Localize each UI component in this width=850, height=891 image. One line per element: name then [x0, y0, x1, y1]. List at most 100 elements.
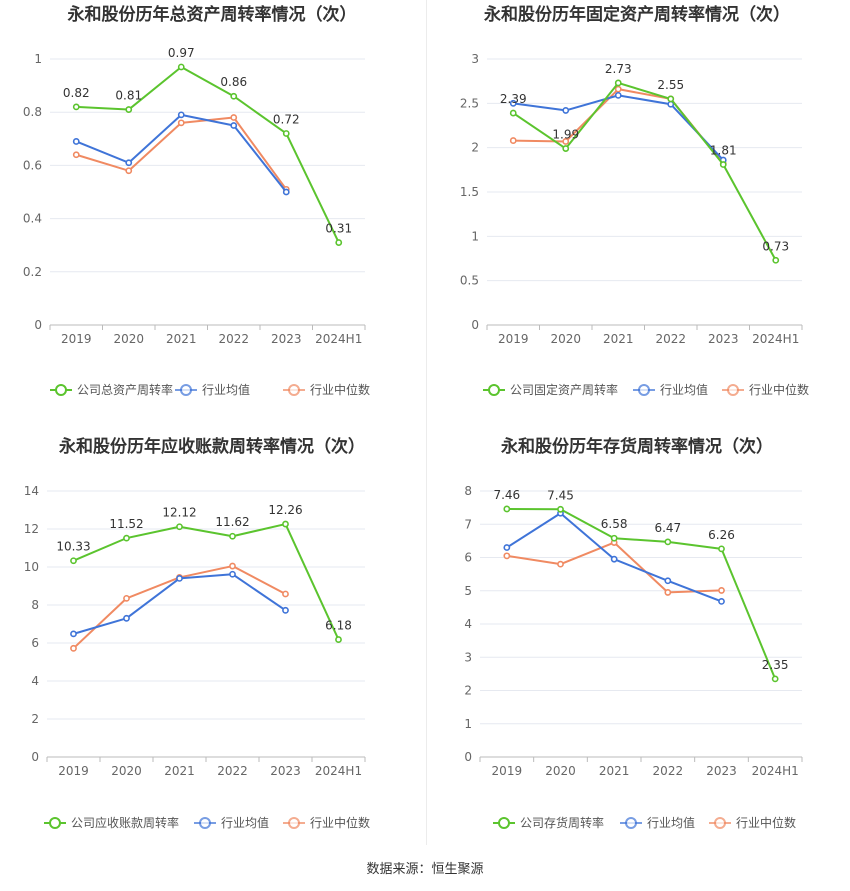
data-point — [70, 557, 77, 565]
x-tick-label: 2019 — [492, 764, 523, 778]
data-label: 2.73 — [605, 62, 632, 76]
data-point — [123, 594, 130, 602]
data-point — [72, 103, 80, 111]
x-tick-label: 2024H1 — [315, 764, 362, 778]
chart-title: 永和股份历年固定资产周转率情况（次） — [483, 4, 790, 25]
data-label: 0.82 — [63, 86, 90, 100]
legend-label: 行业均值 — [221, 815, 269, 830]
data-label: 0.73 — [762, 239, 789, 253]
legend-swatch-marker — [714, 817, 726, 829]
data-point — [667, 95, 675, 103]
x-tick-label: 2022 — [218, 332, 249, 346]
series-line-0 — [73, 523, 340, 640]
x-tick-label: 2024H1 — [752, 332, 799, 346]
y-tick-label: 4 — [31, 674, 39, 688]
y-tick-label: 0 — [464, 750, 472, 764]
legend-swatch-marker — [488, 384, 500, 396]
chart-svg: 永和股份历年存货周转率情况（次） 0 1 2 3 4 5 6 7 8 2019 2020 2021 202… — [464, 436, 803, 830]
y-tick-label: 7 — [464, 517, 472, 531]
data-point — [72, 138, 80, 145]
data-point — [177, 111, 185, 119]
legend-swatch-marker — [625, 817, 637, 829]
legend-label: 公司固定资产周转率 — [510, 382, 618, 397]
legend-swatch-marker — [49, 817, 61, 829]
data-point — [229, 570, 236, 578]
data-label: 6.26 — [708, 528, 735, 542]
data-label: 0.97 — [168, 46, 195, 60]
legend-label: 行业均值 — [647, 815, 695, 830]
data-point — [562, 107, 570, 114]
data-label: 12.12 — [162, 506, 196, 520]
data-point — [123, 534, 130, 542]
chart-receivables-turnover: 永和股份历年应收账款周转率情况（次） 0 2 4 6 8 10 12 14 2019 2020 202… — [0, 430, 425, 860]
y-tick-label: 14 — [24, 484, 39, 498]
chart-svg: 永和股份历年固定资产周转率情况（次） 0 0.5 1 1.5 2 2.5 3 2019 2020 2… — [460, 4, 809, 397]
x-tick-label: 2021 — [599, 764, 630, 778]
data-label: 1.81 — [710, 144, 737, 158]
chart-group: 永和股份历年存货周转率情况（次） 0 1 2 3 4 5 6 7 8 2019 2020 2021 202… — [464, 436, 803, 830]
y-tick-label: 0 — [31, 750, 39, 764]
data-label: 0.86 — [220, 75, 247, 89]
y-tick-label: 0.2 — [23, 265, 42, 279]
y-tick-label: 0.6 — [23, 158, 42, 172]
data-point — [335, 636, 342, 643]
x-tick-label: 2020 — [545, 764, 576, 778]
data-point — [718, 545, 725, 553]
legend-label: 公司应收账款周转率 — [71, 815, 179, 830]
data-point — [70, 644, 77, 652]
data-label: 2.55 — [657, 78, 684, 92]
data-point — [229, 562, 236, 570]
data-point — [610, 555, 618, 563]
x-tick-label: 2021 — [164, 764, 195, 778]
data-point — [562, 145, 570, 152]
legend-swatch-marker — [288, 817, 300, 829]
legend-swatch-marker — [199, 817, 211, 829]
y-tick-label: 0.8 — [23, 105, 42, 119]
y-tick-label: 0.5 — [460, 274, 479, 288]
legend-swatch-marker — [55, 384, 67, 396]
data-point — [229, 532, 236, 540]
data-point — [719, 161, 727, 168]
data-point — [282, 520, 289, 528]
data-point — [503, 505, 511, 513]
x-tick-label: 2020 — [550, 332, 581, 346]
chart-group: 永和股份历年应收账款周转率情况（次） 0 2 4 6 8 10 12 14 2019 2020 202… — [24, 436, 370, 830]
data-point — [509, 137, 517, 144]
data-label: 12.26 — [268, 503, 302, 517]
data-point — [718, 597, 725, 605]
series-line-1 — [513, 94, 724, 161]
data-point — [664, 538, 672, 546]
data-point — [72, 151, 80, 159]
data-label: 2.39 — [500, 92, 527, 106]
y-tick-label: 0 — [471, 318, 479, 332]
y-tick-label: 1 — [464, 717, 472, 731]
x-tick-label: 2024H1 — [752, 764, 799, 778]
legend-swatch-marker — [498, 817, 510, 829]
data-point — [610, 534, 618, 542]
y-tick-label: 0.4 — [23, 212, 42, 226]
legend-swatch-marker — [727, 384, 739, 396]
series-line-1 — [73, 573, 287, 635]
chart-group: 永和股份历年固定资产周转率情况（次） 0 0.5 1 1.5 2 2.5 3 2019 2020 2… — [460, 4, 809, 397]
data-point — [503, 552, 511, 560]
data-point — [614, 79, 622, 87]
data-point — [177, 119, 185, 127]
y-tick-label: 6 — [464, 551, 472, 565]
chart-title: 永和股份历年应收账款周转率情况（次） — [58, 436, 365, 457]
data-label: 0.81 — [115, 89, 142, 103]
data-label: 7.45 — [547, 488, 574, 502]
legend-label: 行业中位数 — [310, 815, 370, 830]
y-tick-label: 12 — [24, 522, 39, 536]
x-tick-label: 2022 — [653, 764, 684, 778]
data-point — [282, 188, 290, 196]
x-tick-label: 2021 — [603, 332, 634, 346]
data-point — [664, 577, 672, 585]
data-point — [772, 256, 780, 264]
data-point — [562, 138, 570, 145]
data-point — [125, 106, 133, 113]
data-point — [503, 544, 511, 551]
data-point — [282, 606, 289, 614]
data-point — [509, 99, 517, 107]
y-tick-label: 8 — [31, 598, 39, 612]
data-label: 6.58 — [601, 517, 628, 531]
